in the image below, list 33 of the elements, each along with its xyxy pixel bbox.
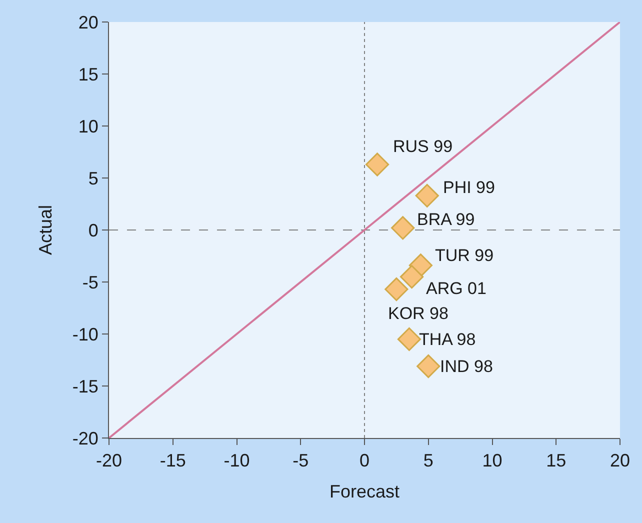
y-tick-label: -10 — [72, 324, 98, 344]
y-tick-label: -20 — [72, 428, 98, 448]
x-tick-label: -10 — [224, 450, 250, 471]
x-tick-label: 10 — [482, 450, 502, 471]
annotation: THA 98 — [419, 330, 476, 349]
x-tick-label: 0 — [359, 450, 370, 471]
x-tick-label: 15 — [546, 450, 566, 471]
point — [400, 265, 424, 289]
point — [416, 354, 440, 378]
annotation: RUS 99 — [393, 137, 453, 156]
y-tick-label: 0 — [88, 220, 98, 240]
x-axis-title: Forecast — [329, 482, 400, 502]
x-tick-label: -15 — [160, 450, 186, 471]
annotation: KOR 98 — [388, 304, 448, 323]
y-tick-label: 20 — [78, 12, 98, 32]
y-axis-title: Actual — [36, 204, 56, 256]
y-tick-label: -15 — [72, 376, 98, 396]
x-tick-label: -5 — [292, 450, 309, 471]
point — [391, 216, 415, 240]
x-tick-label: 20 — [610, 450, 630, 471]
annotation: PHI 99 — [443, 178, 495, 197]
annotation: TUR 99 — [435, 246, 494, 265]
annotation: IND 98 — [440, 357, 493, 376]
y-tick-label: -5 — [82, 272, 98, 292]
point — [384, 277, 408, 302]
y-tick-label: 15 — [78, 64, 98, 84]
y-tick-label: 5 — [88, 168, 98, 188]
annotation: ARG 01 — [426, 279, 486, 298]
annotation: BRA 99 — [417, 210, 475, 229]
y-tick-label: 10 — [78, 116, 98, 136]
point — [365, 152, 390, 176]
x-tick-label: 5 — [423, 450, 434, 471]
point — [415, 184, 439, 208]
